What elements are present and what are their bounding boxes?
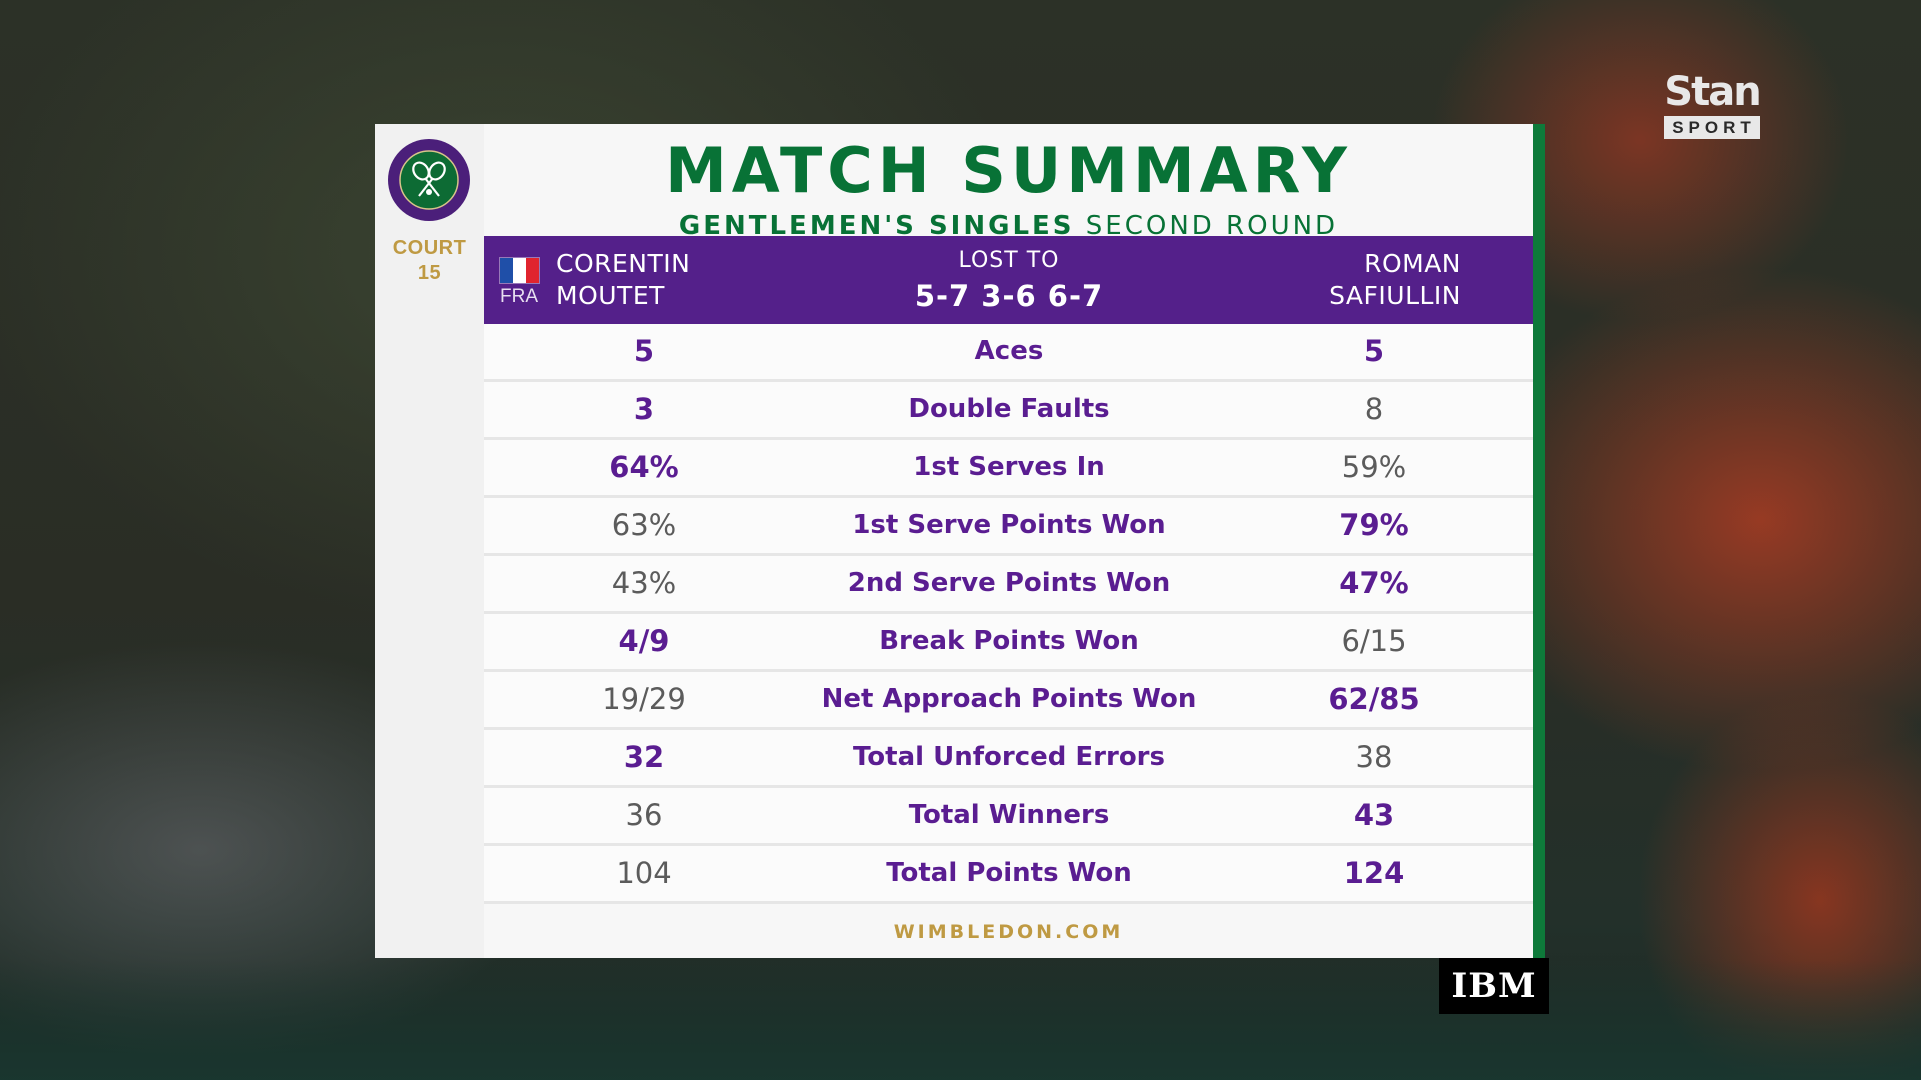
stat-player2-value: 124	[1343, 856, 1405, 890]
stat-label: 1st Serves In	[913, 452, 1105, 482]
stat-player2-value: 6/15	[1341, 624, 1407, 658]
stat-player2-value: 59%	[1341, 450, 1407, 484]
player2-first-name: ROMAN	[1364, 249, 1461, 278]
stat-label: Break Points Won	[879, 626, 1139, 656]
stat-row: 19/29 Net Approach Points Won 62/85	[484, 672, 1533, 730]
stat-label: Total Unforced Errors	[853, 742, 1165, 772]
stat-player2-value: 5	[1363, 334, 1385, 368]
stat-player2-value: 47%	[1339, 566, 1409, 600]
stat-player1-value: 32	[623, 740, 665, 774]
stat-row: 3 Double Faults 8	[484, 382, 1533, 440]
broadcaster-logo: Stan SPORT	[1652, 70, 1772, 139]
sponsor-logo: IBM	[1439, 958, 1549, 1014]
stat-player2-value: 8	[1364, 392, 1384, 426]
stat-row: 63% 1st Serve Points Won 79%	[484, 498, 1533, 556]
stat-row: 104 Total Points Won 124	[484, 846, 1533, 904]
stat-player2-value: 38	[1355, 740, 1393, 774]
player1-first-name: CORENTIN	[556, 249, 691, 278]
broadcaster-name: Stan	[1664, 69, 1761, 115]
stat-player1-value: 43%	[611, 566, 677, 600]
stat-player2-value: 43	[1353, 798, 1395, 832]
court-label: COURT	[392, 237, 467, 259]
stat-label: Total Winners	[908, 800, 1110, 830]
match-summary-card: COURT 15 MATCH SUMMARY GENTLEMEN'S SINGL…	[375, 124, 1545, 958]
match-result: LOST TO 5-7 3-6 6-7	[784, 246, 1234, 316]
page-title: MATCH SUMMARY	[665, 134, 1352, 207]
stat-label: Total Points Won	[886, 858, 1132, 888]
match-score: 5-7 3-6 6-7	[914, 279, 1104, 313]
court-label-group: COURT 15	[375, 236, 484, 286]
wimbledon-logo-icon	[388, 139, 470, 221]
stat-player1-value: 4/9	[618, 624, 670, 658]
players-header: FRA CORENTIN MOUTET LOST TO 5-7 3-6 6-7 …	[484, 236, 1533, 324]
green-accent-bar	[1533, 124, 1545, 958]
result-label: LOST TO	[958, 248, 1060, 273]
stat-label: Net Approach Points Won	[821, 684, 1197, 714]
stat-label: 2nd Serve Points Won	[847, 568, 1171, 598]
stats-table: 5 Aces 5 3 Double Faults 8 64% 1st Serves In 59%…	[484, 324, 1533, 904]
stat-player1-value: 36	[625, 798, 663, 832]
stat-label: Double Faults	[908, 394, 1110, 424]
stat-player2-value: 79%	[1339, 508, 1409, 542]
stat-row: 36 Total Winners 43	[484, 788, 1533, 846]
stat-row: 64% 1st Serves In 59%	[484, 440, 1533, 498]
player1-name: CORENTIN MOUTET	[556, 248, 690, 312]
background-grass	[0, 960, 1921, 1080]
france-flag-icon	[500, 258, 539, 283]
stat-player1-value: 104	[616, 856, 672, 890]
stat-row: 5 Aces 5	[484, 324, 1533, 382]
stat-player1-value: 3	[633, 392, 655, 426]
stat-row: 4/9 Break Points Won 6/15	[484, 614, 1533, 672]
stat-player1-value: 19/29	[602, 682, 686, 716]
stat-label: Aces	[974, 336, 1044, 366]
player1-country: FRA	[500, 286, 538, 307]
broadcaster-sub: SPORT	[1664, 116, 1760, 139]
stat-player1-value: 64%	[609, 450, 679, 484]
court-number: 15	[417, 262, 442, 284]
footer-site: WIMBLEDON.COM	[893, 921, 1124, 943]
player2-name: ROMAN SAFIULLIN	[1329, 248, 1461, 312]
stat-label: 1st Serve Points Won	[852, 510, 1166, 540]
player2-last-name: SAFIULLIN	[1329, 281, 1461, 310]
stat-row: 43% 2nd Serve Points Won 47%	[484, 556, 1533, 614]
stat-row: 32 Total Unforced Errors 38	[484, 730, 1533, 788]
side-panel: COURT 15	[375, 124, 484, 958]
stat-player1-value: 5	[633, 334, 655, 368]
stat-player1-value: 63%	[611, 508, 677, 542]
stat-player2-value: 62/85	[1328, 682, 1420, 716]
player1-last-name: MOUTET	[556, 281, 665, 310]
